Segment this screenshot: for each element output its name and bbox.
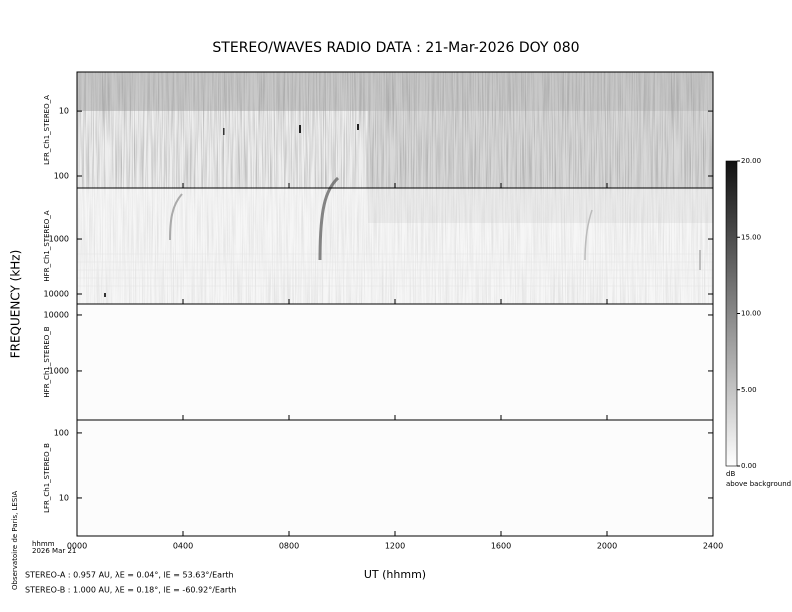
colorbar-tick-label: 15.00 <box>741 233 761 241</box>
x-tick-label: 1200 <box>385 542 405 551</box>
y-tick-label: 100 <box>54 428 69 437</box>
footer-line: STEREO-A : 0.957 AU, λE = 0.04°, lE = 53… <box>25 571 234 580</box>
x-tick-label: 1600 <box>491 542 511 551</box>
x-tick-label: 0400 <box>173 542 193 551</box>
x-tick-label: 2400 <box>703 542 723 551</box>
colorbar <box>725 160 738 467</box>
x-tick-label: 2000 <box>597 542 617 551</box>
colorbar-tick-label: 20.00 <box>741 157 761 165</box>
colorbar-sublabel: above background <box>726 480 791 488</box>
x-sublabel: hhmm <box>32 540 55 548</box>
panel-label: HFR_Ch1_STEREO_A <box>43 210 51 281</box>
colorbar-label: dB <box>726 470 735 478</box>
colorbar-tick-label: 10.00 <box>741 310 761 318</box>
y-tick-label: 10 <box>59 493 69 502</box>
y-axis-label: FREQUENCY (kHz) <box>9 250 23 359</box>
x-axis-label: UT (hhmm) <box>364 568 426 581</box>
credit: Observatoire de Paris, LESIA <box>11 491 19 590</box>
y-tick-label: 1000 <box>49 366 69 375</box>
panel-label: HFR_Ch1_STEREO_B <box>43 326 51 397</box>
panel-label: LFR_Ch1_STEREO_B <box>43 443 51 513</box>
footer-line: STEREO-B : 1.000 AU, λE = 0.18°, lE = -6… <box>25 586 236 595</box>
y-tick-label: 100 <box>54 172 69 181</box>
x-tick-label: 0000 <box>67 542 87 551</box>
x-tick-label: 0800 <box>279 542 299 551</box>
chart-title: STEREO/WAVES RADIO DATA : 21-Mar-2026 DO… <box>212 40 579 56</box>
y-tick-label: 10000 <box>44 290 69 299</box>
colorbar-tick-label: 5.00 <box>741 386 757 394</box>
x-sublabel: 2026 Mar 21 <box>32 547 76 555</box>
y-tick-label: 10 <box>59 107 69 116</box>
y-tick-label: 1000 <box>49 235 69 244</box>
y-tick-label: 10000 <box>44 310 69 319</box>
colorbar-tick-label: 0.00 <box>741 462 757 470</box>
panel-label: LFR_Ch1_STEREO_A <box>43 95 51 165</box>
